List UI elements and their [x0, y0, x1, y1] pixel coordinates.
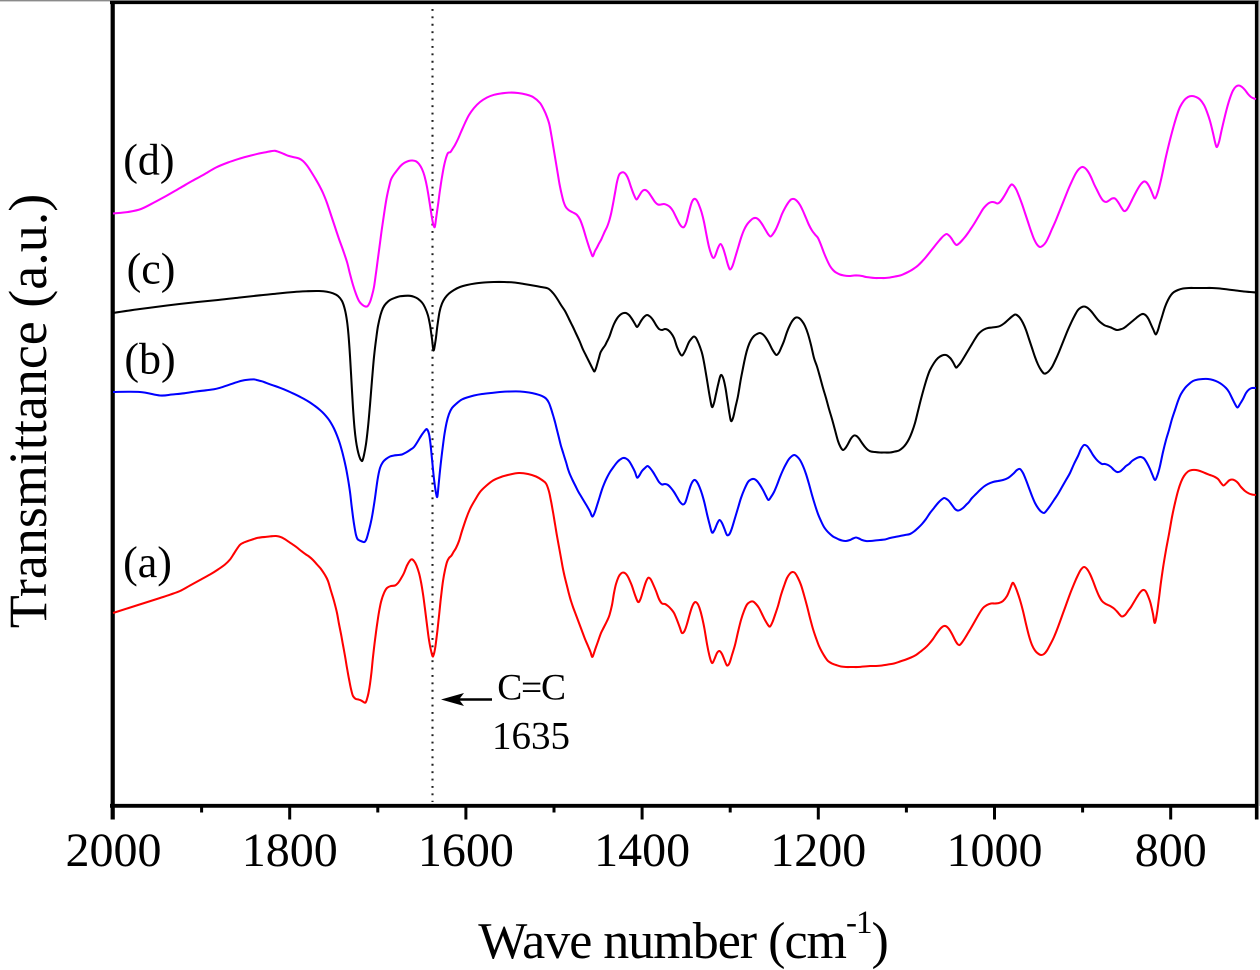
svg-text:1400: 1400 [594, 824, 690, 877]
svg-text:Wave number (cm-1): Wave number (cm-1) [478, 905, 888, 970]
svg-text:1600: 1600 [418, 824, 514, 877]
svg-text:2000: 2000 [66, 824, 162, 877]
svg-text:(d): (d) [123, 136, 174, 185]
svg-text:(b): (b) [124, 335, 175, 384]
svg-text:(c): (c) [127, 245, 176, 294]
svg-text:1000: 1000 [947, 824, 1043, 877]
svg-text:C=C: C=C [497, 667, 565, 708]
svg-text:1800: 1800 [242, 824, 338, 877]
svg-text:1635: 1635 [492, 715, 570, 758]
svg-text:1200: 1200 [770, 824, 866, 877]
svg-text:Transmittance (a.u.): Transmittance (a.u.) [0, 194, 58, 628]
svg-text:(a): (a) [123, 538, 172, 587]
svg-text:800: 800 [1135, 824, 1207, 877]
